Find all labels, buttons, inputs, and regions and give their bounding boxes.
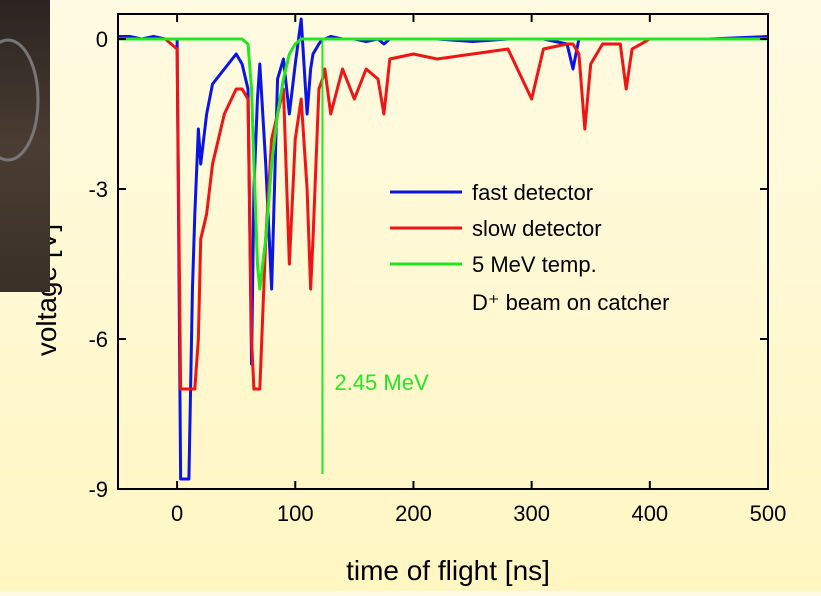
x-tick-label: 200: [395, 501, 432, 526]
x-tick-label: 300: [513, 501, 550, 526]
legend-label: fast detector: [472, 180, 593, 205]
x-tick-label: 0: [171, 501, 183, 526]
legend-label: slow detector: [472, 216, 602, 241]
series-line: [118, 37, 768, 291]
legend-label: 5 MeV temp.: [472, 252, 597, 277]
y-tick-label: -3: [88, 177, 108, 202]
x-tick-label: 100: [277, 501, 314, 526]
plot-frame: [117, 13, 769, 490]
x-tick-label: 400: [631, 501, 668, 526]
y-tick-label: -6: [88, 327, 108, 352]
x-tick-label: 500: [750, 501, 787, 526]
legend-note: D⁺ beam on catcher: [472, 290, 669, 315]
series-line: [118, 17, 768, 481]
photo-detail: [0, 38, 40, 162]
series-line: [118, 37, 768, 391]
y-tick-label: -9: [88, 477, 108, 502]
photo-fragment: [0, 0, 50, 292]
x-axis-title: time of flight [ns]: [346, 555, 550, 586]
annotation-label: 2.45 MeV: [334, 370, 428, 395]
y-tick-label: 0: [96, 27, 108, 52]
